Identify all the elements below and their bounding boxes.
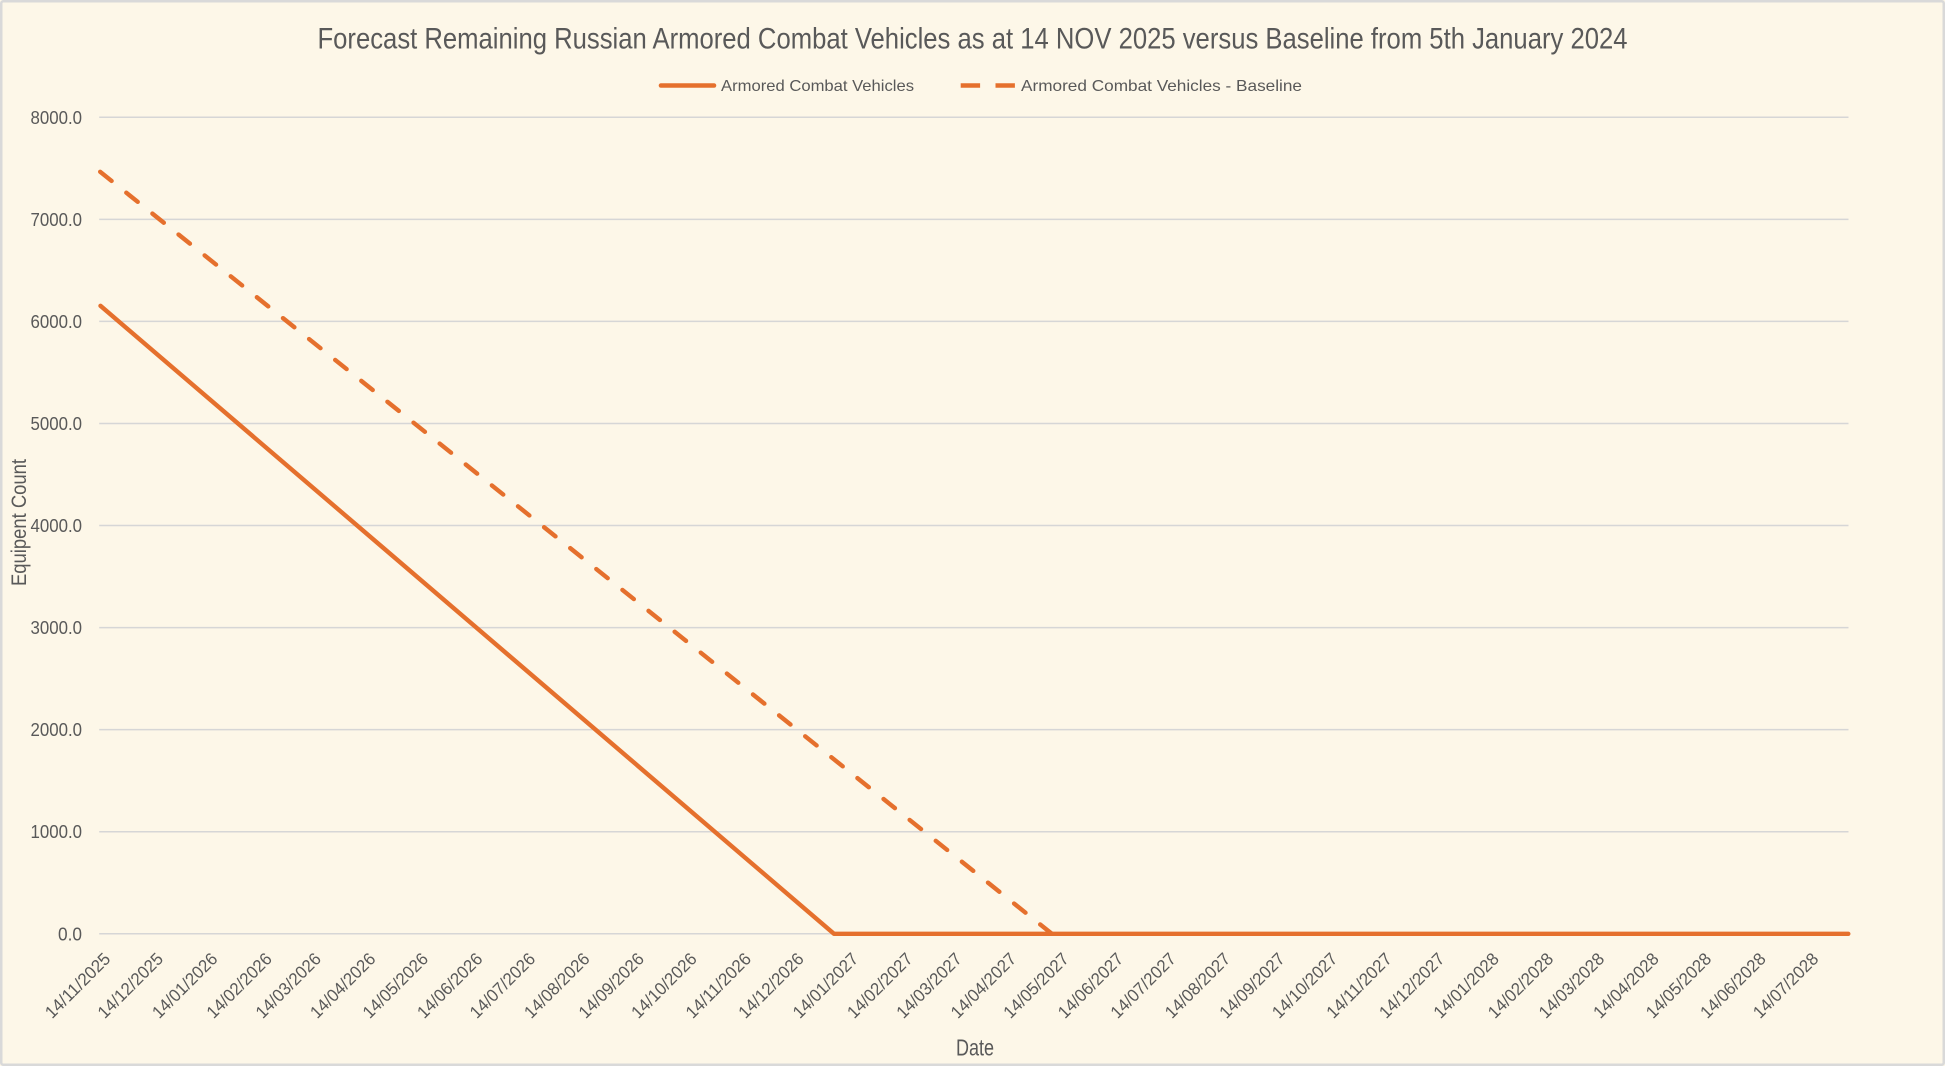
svg-text:8000.0: 8000.0 bbox=[31, 108, 83, 128]
svg-text:Armored Combat Vehicles: Armored Combat Vehicles bbox=[721, 78, 914, 95]
svg-text:6000.0: 6000.0 bbox=[31, 312, 83, 332]
svg-text:2000.0: 2000.0 bbox=[31, 720, 83, 740]
svg-text:0.0: 0.0 bbox=[58, 924, 82, 944]
svg-text:Armored Combat Vehicles - Base: Armored Combat Vehicles - Baseline bbox=[1021, 78, 1302, 95]
svg-text:Date: Date bbox=[956, 1035, 994, 1061]
svg-text:1000.0: 1000.0 bbox=[31, 822, 83, 842]
svg-text:Forecast Remaining Russian Arm: Forecast Remaining Russian Armored Comba… bbox=[318, 23, 1628, 56]
svg-text:7000.0: 7000.0 bbox=[31, 210, 83, 230]
svg-text:5000.0: 5000.0 bbox=[31, 414, 83, 434]
svg-text:Equipent Count: Equipent Count bbox=[8, 459, 31, 586]
svg-text:3000.0: 3000.0 bbox=[31, 618, 83, 638]
svg-text:4000.0: 4000.0 bbox=[31, 516, 83, 536]
